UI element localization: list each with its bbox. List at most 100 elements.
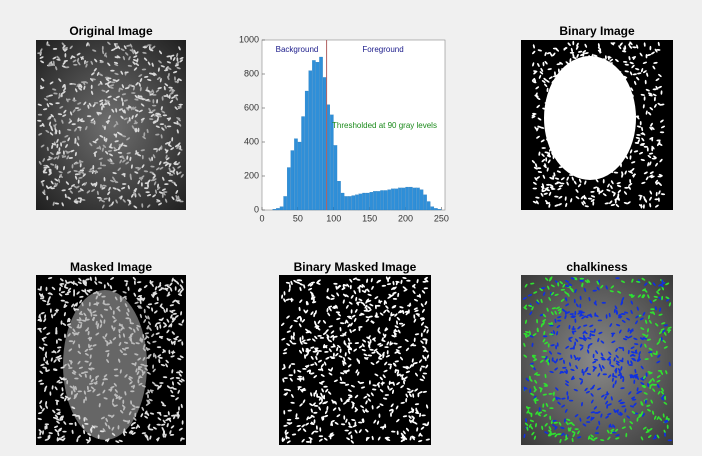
grain: [107, 352, 110, 358]
grain: [650, 352, 653, 357]
grain: [355, 296, 358, 302]
grain: [555, 120, 558, 125]
grain: [599, 49, 602, 54]
grain: [312, 338, 316, 342]
grain: [573, 298, 576, 304]
grain: [538, 74, 542, 79]
grain: [655, 322, 659, 327]
grain: [171, 137, 174, 142]
grain: [628, 106, 631, 111]
grain: [84, 422, 89, 425]
grain: [564, 314, 567, 320]
grain: [120, 70, 124, 75]
grain: [576, 65, 581, 68]
grain: [373, 348, 378, 352]
grain: [557, 401, 561, 405]
grain: [98, 198, 103, 202]
grain: [111, 108, 115, 113]
grain: [558, 196, 563, 199]
grain: [168, 349, 171, 355]
grain: [125, 317, 130, 320]
grain: [109, 285, 113, 290]
grain: [552, 360, 557, 364]
grain: [366, 278, 369, 283]
grain: [113, 327, 116, 332]
grain: [71, 429, 74, 435]
grain: [103, 377, 108, 381]
grain: [352, 328, 357, 332]
grain: [296, 425, 301, 427]
grain: [591, 72, 597, 75]
grain: [384, 346, 389, 349]
grain: [629, 179, 632, 184]
grain: [317, 334, 322, 337]
grain: [590, 438, 595, 442]
grain: [163, 95, 168, 97]
grain: [584, 205, 589, 208]
grain: [115, 396, 120, 400]
grain: [38, 132, 43, 136]
grain: [329, 432, 334, 436]
grain: [376, 350, 380, 355]
grain: [648, 92, 653, 95]
grain: [584, 67, 589, 70]
grain: [144, 367, 148, 371]
grain: [76, 437, 79, 443]
grain: [588, 343, 593, 346]
grain: [95, 138, 99, 142]
grain: [158, 202, 162, 206]
grain: [377, 279, 382, 283]
grain: [161, 110, 166, 114]
grain: [123, 430, 128, 434]
grain: [57, 437, 61, 441]
grain: [68, 367, 73, 369]
grain: [70, 149, 75, 153]
grain: [330, 334, 334, 338]
grain: [131, 427, 136, 429]
grain: [333, 335, 338, 338]
grain: [48, 172, 52, 176]
grain: [572, 330, 577, 333]
grain: [89, 354, 92, 359]
grain: [74, 282, 79, 286]
grain: [42, 430, 44, 435]
grain: [80, 372, 86, 374]
grain: [393, 328, 397, 333]
grain: [610, 185, 613, 190]
grain: [310, 363, 315, 366]
grain: [607, 99, 612, 103]
grain: [46, 43, 51, 47]
grain: [370, 320, 375, 324]
grain: [179, 59, 184, 63]
grain: [156, 346, 162, 349]
grain: [610, 364, 615, 368]
grain: [324, 410, 328, 415]
histogram-bar: [279, 206, 284, 211]
histogram-bar: [290, 150, 295, 211]
grain: [565, 202, 568, 208]
grain: [551, 188, 556, 190]
grain: [652, 410, 655, 415]
grain: [58, 293, 63, 297]
grain: [147, 44, 152, 47]
grain: [536, 104, 540, 109]
grain: [600, 340, 605, 344]
grain: [163, 308, 166, 313]
grain: [72, 385, 76, 390]
grain: [569, 287, 574, 291]
grain: [379, 312, 384, 316]
grain: [337, 284, 341, 289]
grain: [551, 151, 554, 156]
grain: [60, 377, 65, 381]
grain: [54, 202, 60, 205]
grain: [667, 439, 672, 442]
grain: [135, 150, 138, 155]
histogram-bar: [283, 196, 287, 211]
grain: [158, 336, 164, 338]
grain: [178, 122, 182, 127]
grain: [84, 416, 88, 421]
grain: [636, 280, 641, 283]
grain: [56, 408, 61, 411]
grain: [37, 113, 43, 116]
grain: [394, 325, 399, 329]
